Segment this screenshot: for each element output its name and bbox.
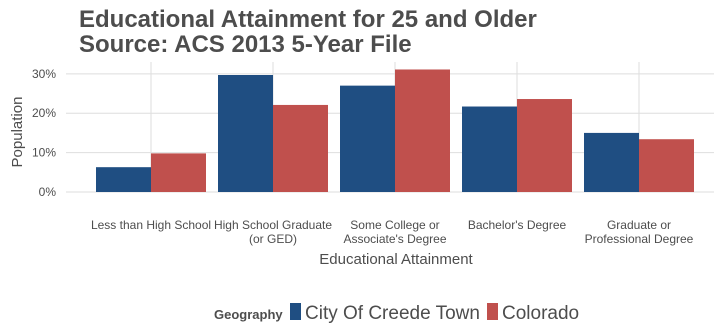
y-tick-label: 10% xyxy=(32,146,56,160)
bar-creede-1 xyxy=(218,75,273,192)
x-tick-label: (or GED) xyxy=(249,232,297,246)
bar-creede-3 xyxy=(462,106,517,192)
legend: Geography City Of Creede Town Colorado xyxy=(214,303,579,324)
x-tick-label: High School Graduate xyxy=(214,218,332,232)
x-tick-label: Bachelor's Degree xyxy=(468,218,567,232)
y-tick-label: 0% xyxy=(39,185,57,199)
bar-colorado-3 xyxy=(517,99,572,192)
x-tick-label: Some College or xyxy=(350,218,439,232)
x-tick-label: Associate's Degree xyxy=(343,232,446,246)
y-tick-label: 30% xyxy=(32,67,56,81)
legend-label-creede: City Of Creede Town xyxy=(305,303,480,324)
x-tick-label: Professional Degree xyxy=(585,232,694,246)
y-axis-title: Population xyxy=(9,97,26,168)
x-tick-label: Less than High School xyxy=(91,218,211,232)
bar-colorado-4 xyxy=(639,139,694,192)
bar-colorado-0 xyxy=(151,153,206,192)
legend-title: Geography xyxy=(214,307,283,322)
bars xyxy=(96,69,694,192)
bar-colorado-2 xyxy=(395,69,450,192)
y-tick-label: 20% xyxy=(32,106,56,120)
x-axis-title: Educational Attainment xyxy=(319,251,473,268)
legend-swatch-creede xyxy=(290,303,301,320)
legend-label-colorado: Colorado xyxy=(502,303,579,324)
bar-creede-0 xyxy=(96,167,151,192)
bar-colorado-1 xyxy=(273,104,328,192)
legend-swatch-colorado xyxy=(487,303,498,320)
x-axis-ticks: Less than High School High School Graduat… xyxy=(91,218,694,246)
chart-title-line-1: Educational Attainment for 25 and Older xyxy=(79,6,537,33)
x-tick-label: Graduate or xyxy=(607,218,671,232)
bar-creede-2 xyxy=(340,85,395,192)
y-axis-ticks: 0% 10% 20% 30% xyxy=(32,67,56,199)
chart-title-line-2: Source: ACS 2013 5-Year File xyxy=(79,31,412,58)
bar-creede-4 xyxy=(584,132,639,192)
